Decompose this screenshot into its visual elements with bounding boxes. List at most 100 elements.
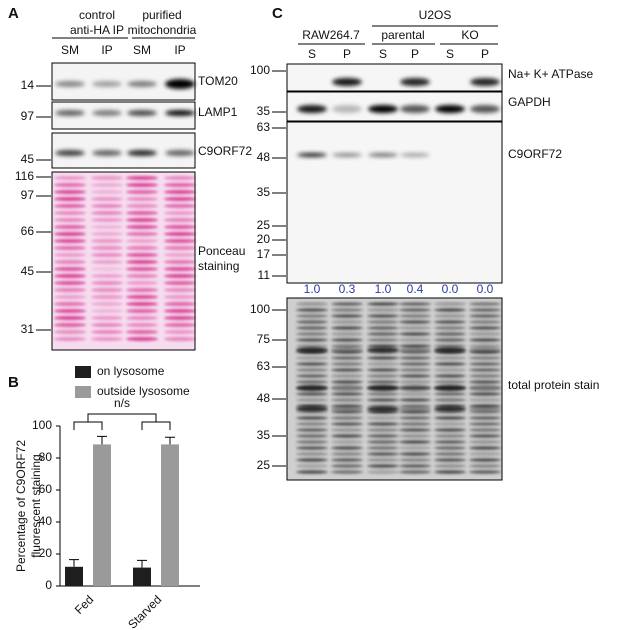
band (399, 344, 431, 348)
band (331, 458, 363, 462)
group-label: parental (381, 28, 424, 42)
band (54, 176, 86, 180)
band (92, 110, 122, 116)
band (54, 302, 86, 306)
band (469, 308, 501, 312)
marker-label: 20 (257, 232, 271, 246)
band (331, 302, 363, 306)
quantification: 0.4 (407, 282, 424, 296)
band (367, 374, 399, 378)
band (91, 253, 123, 257)
marker-label: 14 (21, 78, 35, 92)
band (331, 332, 363, 336)
band (399, 356, 431, 360)
band (91, 330, 123, 334)
panel-label: C (272, 5, 283, 22)
band (297, 153, 327, 157)
quantification: 1.0 (304, 282, 321, 296)
band (331, 347, 363, 353)
band (296, 440, 328, 444)
band (91, 183, 123, 187)
band (367, 332, 399, 336)
band (469, 302, 501, 306)
marker-label: 35 (257, 428, 271, 442)
band (91, 323, 123, 327)
band (296, 368, 328, 372)
marker-label: 63 (257, 120, 271, 134)
error-bar (137, 559, 147, 568)
band (164, 316, 196, 320)
band (469, 416, 501, 420)
band (331, 470, 363, 474)
band (331, 362, 363, 366)
marker-label: 25 (257, 458, 271, 472)
band (399, 332, 431, 336)
band (91, 218, 123, 222)
blot-frame (286, 121, 503, 284)
band (399, 392, 431, 396)
band (91, 246, 123, 250)
blot-label: staining (198, 259, 239, 273)
band (399, 362, 431, 366)
band (469, 347, 501, 353)
marker-label: 97 (21, 188, 35, 202)
band (54, 274, 86, 278)
band (54, 337, 86, 341)
marker-label: 17 (257, 247, 271, 261)
band (54, 316, 86, 320)
band (434, 347, 466, 353)
band (54, 239, 86, 243)
band (434, 356, 466, 360)
y-axis-label: Percentage of C9ORF72 (14, 440, 28, 572)
band (331, 464, 363, 468)
group-label: anti-HA IP (70, 23, 124, 37)
lane-label: IP (101, 43, 112, 57)
band (126, 176, 158, 180)
band (331, 356, 363, 360)
band (164, 302, 196, 306)
band (54, 288, 86, 292)
band (54, 211, 86, 215)
band (331, 440, 363, 444)
band (367, 347, 399, 353)
band (367, 406, 399, 412)
band (367, 302, 399, 306)
quantification: 0.0 (442, 282, 459, 296)
band (126, 232, 158, 236)
band (469, 374, 501, 378)
band (296, 344, 328, 348)
band (331, 428, 363, 432)
band (296, 320, 328, 324)
band (54, 225, 86, 229)
band (54, 260, 86, 264)
band (91, 295, 123, 299)
band (54, 190, 86, 194)
y-axis-label: fluorescent staining (29, 454, 43, 557)
band (434, 344, 466, 348)
band (469, 332, 501, 336)
band (367, 344, 399, 348)
marker-label: 48 (257, 391, 271, 405)
band (331, 452, 363, 456)
band (434, 302, 466, 306)
blot-frame (51, 62, 196, 101)
band (367, 368, 399, 372)
band (400, 105, 430, 113)
band (164, 260, 196, 264)
band (368, 153, 398, 157)
lane-label: S (379, 47, 387, 61)
blot-label: C9ORF72 (198, 144, 252, 158)
band (296, 308, 328, 312)
band (434, 362, 466, 366)
legend-label: outside lysosome (97, 384, 190, 398)
band (469, 406, 501, 412)
band (367, 398, 399, 402)
marker-label: 100 (250, 302, 270, 316)
band (367, 338, 399, 342)
band (331, 422, 363, 426)
band (367, 326, 399, 330)
band (164, 295, 196, 299)
band (367, 416, 399, 420)
blot-label: C9ORF72 (508, 147, 562, 161)
band (399, 446, 431, 450)
